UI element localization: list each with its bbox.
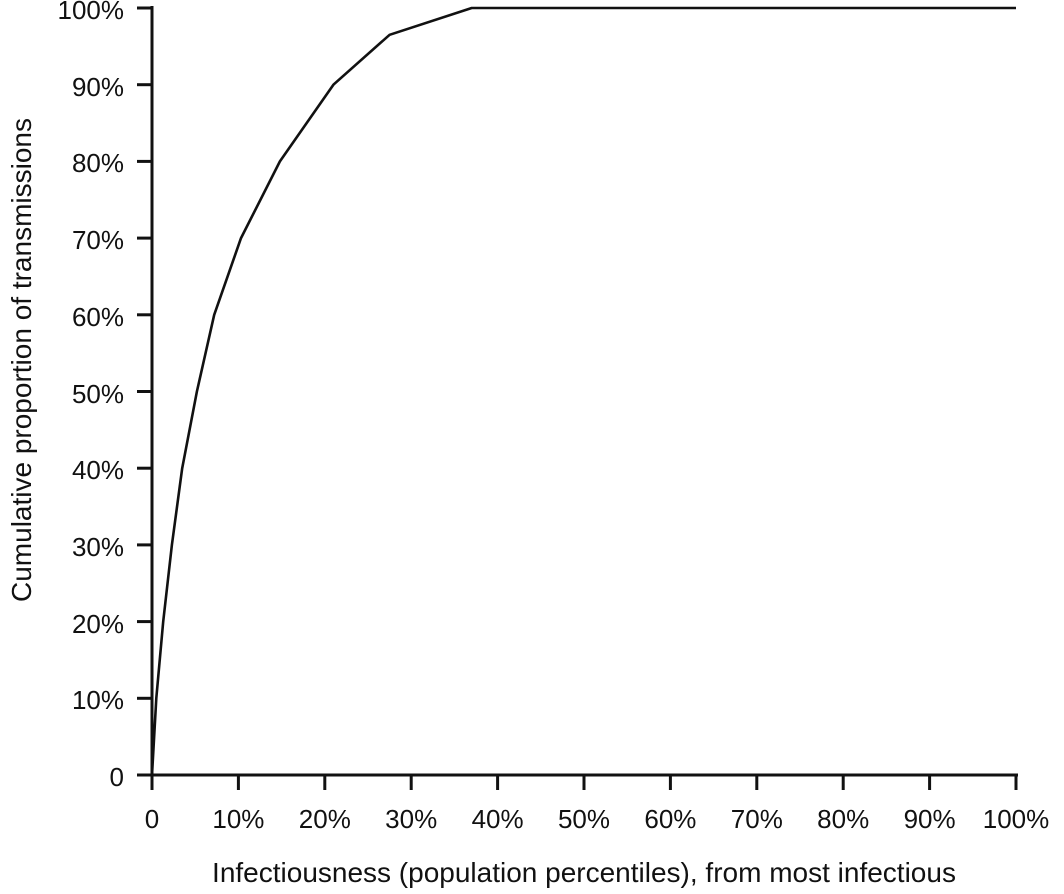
x-tick-label: 80%: [817, 804, 870, 834]
x-tick-label: 90%: [903, 804, 956, 834]
x-tick-label: 20%: [298, 804, 351, 834]
x-axis-title: Infectiousness (population percentiles),…: [212, 857, 956, 888]
y-tick-label: 80%: [71, 148, 124, 179]
y-tick-label: 40%: [71, 455, 124, 486]
x-tick-label: 100%: [982, 804, 1050, 834]
x-tick-label: 10%: [212, 804, 265, 834]
y-tick-label: 70%: [71, 225, 124, 256]
y-tick-label: 0: [109, 762, 124, 792]
y-tick-label: 100%: [57, 0, 125, 25]
y-tick-label: 50%: [71, 378, 124, 409]
y-axis-title: Cumulative proportion of transmissions: [6, 118, 37, 602]
x-tick-label: 30%: [385, 804, 438, 834]
cumulative-transmissions-curve: [150, 6, 1016, 776]
y-tick-label: 20%: [71, 608, 124, 639]
x-tick-label: 70%: [730, 804, 783, 834]
y-tick-label: 30%: [71, 531, 124, 562]
y-tick-label: 10%: [71, 685, 124, 716]
y-tick-label: 90%: [71, 71, 124, 102]
x-tick-label: 50%: [557, 804, 611, 834]
y-tick-label: 60%: [71, 301, 124, 332]
x-tick-label: 40%: [471, 804, 524, 834]
x-tick-label: 60%: [644, 804, 697, 834]
x-tick-label: 0: [144, 804, 160, 834]
